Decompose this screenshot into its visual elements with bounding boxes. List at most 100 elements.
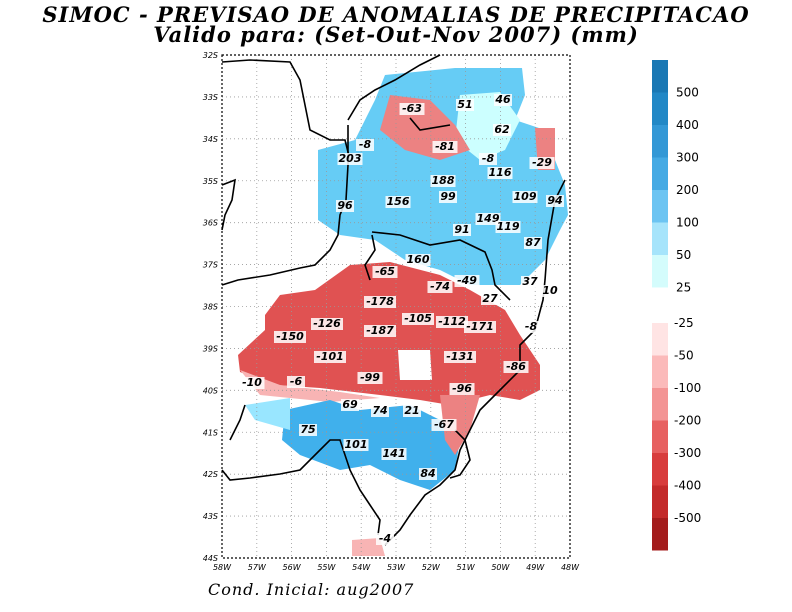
anomaly-value: -67 <box>434 418 454 431</box>
value-label-bg <box>494 94 512 106</box>
anomaly-value: -10 <box>242 376 262 389</box>
lon-tick-label: 51W <box>457 563 476 572</box>
value-label-bg <box>356 139 374 151</box>
lon-tick-label: 58W <box>213 563 232 572</box>
anomaly-value: 51 <box>457 98 472 111</box>
anomaly-value: -29 <box>532 156 552 169</box>
anomaly-value: 37 <box>522 275 538 288</box>
value-label-bg <box>343 439 369 451</box>
value-label-bg <box>456 99 474 111</box>
political-borders <box>221 54 566 546</box>
value-label-bg <box>336 200 354 212</box>
latitude-labels: 32S 33S 34S 35S 36S 37S 38S 39S 40S 41S 42S 43S 44S <box>203 51 218 563</box>
value-label-bg <box>314 351 346 363</box>
legend-label-negative: -400 <box>674 479 701 493</box>
legend-swatch-negative <box>652 453 668 486</box>
anomaly-value: 101 <box>345 438 368 451</box>
anomaly-value: 21 <box>404 404 419 417</box>
legend-label-negative: -500 <box>674 511 701 525</box>
anomaly-value: -65 <box>375 265 395 278</box>
value-label-bg <box>299 424 317 436</box>
anomaly-value: 160 <box>407 253 430 266</box>
value-label-bg <box>481 293 499 305</box>
lon-tick-label: 52W <box>422 563 441 572</box>
lat-tick-label: 34S <box>203 135 218 144</box>
value-label-bg <box>546 195 564 207</box>
value-label-bg <box>541 285 559 297</box>
value-label-bg <box>403 405 421 417</box>
anomaly-value: -8 <box>359 138 372 151</box>
anomaly-value: -131 <box>446 350 474 363</box>
value-label-bg <box>444 351 476 363</box>
lon-tick-label: 55W <box>317 563 336 572</box>
anomaly-value: -4 <box>379 532 391 545</box>
value-label-bg <box>495 221 521 233</box>
legend-label-positive: 500 <box>676 86 699 100</box>
legend-swatch-negative <box>652 323 668 356</box>
anomaly-value: -105 <box>404 312 432 325</box>
field-south-positive <box>282 400 460 490</box>
precip-anomaly-map: 32S33S34S35S36S37S38S39S40S41S42S43S44S … <box>203 51 580 572</box>
legend-label-negative: -25 <box>674 316 694 330</box>
value-label-bg <box>521 276 539 288</box>
anomaly-value: 27 <box>482 292 498 305</box>
value-label-bg <box>430 175 456 187</box>
value-label-bg <box>381 448 407 460</box>
anomaly-value: 149 <box>477 212 500 225</box>
legend-label-negative: -300 <box>674 446 701 460</box>
legend-label-positive: 200 <box>676 183 699 197</box>
anomaly-value: -8 <box>525 320 538 333</box>
map-title: SIMOC - PREVISAO DE ANOMALIAS DE PRECIPI… <box>42 2 750 27</box>
legend-swatch-positive <box>652 190 668 223</box>
anomaly-value: 156 <box>387 195 410 208</box>
anomaly-value: -96 <box>452 382 472 395</box>
value-label-bg <box>239 377 265 389</box>
anomaly-value: 46 <box>494 93 511 106</box>
legend-swatch-negative <box>652 388 668 421</box>
legend-swatch-positive <box>652 157 668 190</box>
lat-tick-label: 33S <box>203 93 218 102</box>
value-label-bg <box>357 372 383 384</box>
anomaly-value: -6 <box>290 375 303 388</box>
value-label-bg <box>487 167 513 179</box>
lon-tick-label: 56W <box>283 563 302 572</box>
anomaly-value: -63 <box>402 102 422 115</box>
legend-swatch-negative <box>652 355 668 388</box>
anomaly-value: 203 <box>339 152 362 165</box>
lat-tick-label: 42S <box>203 470 218 479</box>
anomaly-value: 109 <box>514 190 537 203</box>
anomaly-value: -8 <box>482 152 495 165</box>
lat-tick-label: 44S <box>203 554 218 563</box>
anomaly-value: 141 <box>383 447 406 460</box>
anomaly-value: -187 <box>366 324 394 337</box>
value-label-bg <box>364 296 396 308</box>
anomaly-value: -126 <box>313 317 341 330</box>
legend-swatch-positive <box>652 125 668 158</box>
longitude-labels: 58W 57W 56W 55W 54W 53W 52W 51W 50W 49W 48W <box>213 563 580 572</box>
lon-tick-label: 53W <box>387 563 406 572</box>
anomaly-value: 188 <box>432 174 455 187</box>
value-label-bg <box>453 224 471 236</box>
anomaly-value: -112 <box>438 315 466 328</box>
field-white-gap <box>398 350 432 380</box>
value-label-bg <box>431 419 457 431</box>
value-label-bg <box>524 237 542 249</box>
legend-swatch-positive <box>652 255 668 288</box>
lon-tick-label: 54W <box>352 563 371 572</box>
legend-label-positive: 100 <box>676 216 699 230</box>
anomaly-fields <box>238 68 568 556</box>
value-label-bg <box>432 141 458 153</box>
value-label-bg <box>399 103 425 115</box>
anomaly-value: 87 <box>525 236 541 249</box>
lon-tick-label: 57W <box>248 563 267 572</box>
map-subtitle: Valido para: (Set-Out-Nov 2007) (mm) <box>153 22 639 47</box>
value-label-bg <box>371 405 389 417</box>
value-label-bg <box>372 266 398 278</box>
anomaly-value: -86 <box>506 360 526 373</box>
value-label-bg <box>419 468 437 480</box>
value-label-bg <box>439 191 457 203</box>
value-label-bg <box>454 275 480 287</box>
value-label-bg <box>364 325 396 337</box>
